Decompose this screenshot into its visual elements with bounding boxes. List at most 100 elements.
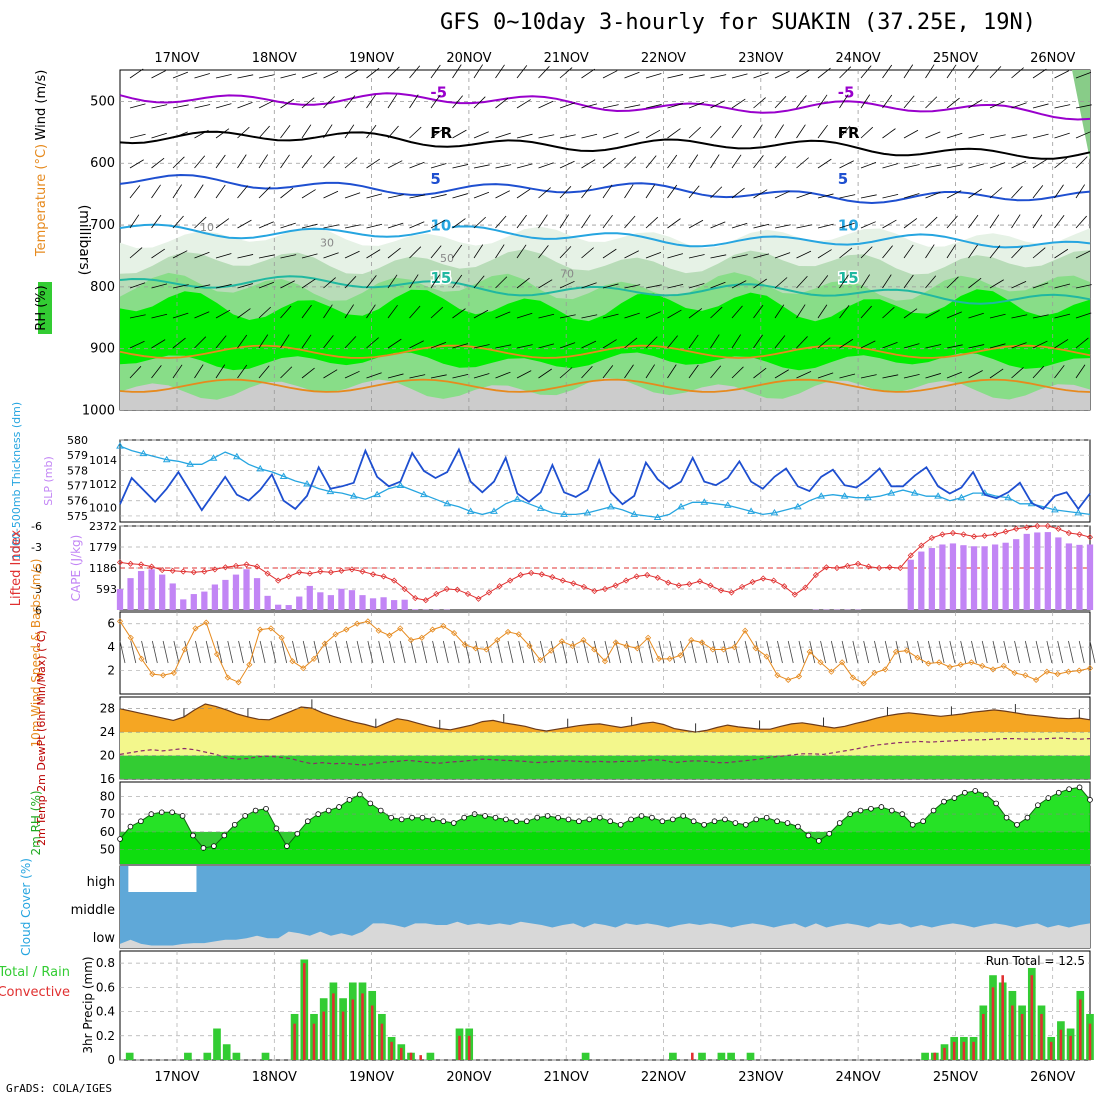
cloud-tick: high (87, 875, 115, 890)
temp-contour-label: FR (838, 124, 860, 142)
rh-marker (774, 818, 780, 825)
lifted-index-marker (253, 563, 261, 570)
wind-barb (516, 370, 532, 379)
wind-barb (172, 215, 184, 229)
wind-barb (688, 283, 705, 289)
wind-barb (1011, 342, 1027, 349)
surface-wind-barb (227, 640, 234, 664)
wind-barb (774, 277, 788, 289)
wind-tick: 2 (107, 664, 115, 678)
lifted-index-marker (928, 534, 935, 541)
thickness-marker (747, 507, 755, 514)
wind-speed-marker (483, 646, 490, 653)
lifted-index-marker (1044, 522, 1051, 530)
surface-wind-barb (270, 640, 277, 664)
wind-barb (258, 334, 269, 349)
wind-barb (194, 311, 210, 319)
wind-barb (559, 280, 575, 289)
wind-barb (323, 224, 340, 229)
wind-speed-marker (645, 634, 652, 641)
lifted-index-marker (686, 581, 693, 588)
day-label-bottom: 24NOV (836, 1070, 881, 1085)
wind-barb (323, 124, 333, 139)
wind-barb (301, 155, 313, 169)
wind-speed-marker (526, 642, 533, 650)
rh-marker (461, 814, 467, 821)
wind-barb (753, 367, 767, 379)
wind-barb (731, 73, 748, 79)
wind-speed-marker (1086, 665, 1094, 672)
wind-barb (366, 372, 382, 379)
wind-speed-marker (300, 665, 307, 672)
surface-wind-barb (884, 640, 891, 664)
wind-barb (688, 154, 699, 169)
wind-barb (409, 221, 425, 229)
thickness-marker (770, 508, 779, 516)
wind-barb (559, 134, 576, 139)
surface-wind-barb (561, 640, 568, 664)
wind-barb (301, 278, 316, 289)
surface-wind-barb (345, 640, 352, 664)
ua-ylabel-temp: Temperature (°C) (34, 144, 49, 257)
wind-barb (946, 371, 963, 379)
wind-barb (258, 306, 272, 319)
cape-bar (148, 569, 155, 610)
wind-barb (774, 252, 791, 259)
rh-marker (795, 823, 801, 830)
wind-barb (430, 245, 442, 259)
wind-barb (237, 101, 253, 109)
wind-barb (925, 216, 938, 229)
precip-convective-bar (962, 1041, 966, 1060)
wind-speed-marker (1011, 669, 1018, 676)
rh-marker (805, 832, 812, 839)
precip-convective-bar (370, 1005, 374, 1060)
wind-barb (323, 252, 339, 259)
rh-marker (138, 818, 144, 825)
wind-barb (796, 371, 812, 379)
rh-marker (941, 798, 947, 805)
wind-barb (989, 214, 1000, 229)
wind-barb (258, 154, 269, 169)
surface-wind-barb (949, 640, 956, 664)
wind-barb (796, 224, 813, 229)
wind-barb (602, 132, 619, 139)
wind-barb (538, 279, 553, 289)
wind-barb (602, 70, 618, 79)
wind-barb (495, 371, 511, 379)
wind-barb (387, 194, 404, 199)
wind-barb (989, 368, 1004, 379)
day-label-top: 20NOV (446, 51, 491, 66)
wind-barb (538, 187, 551, 199)
day-label-bottom: 18NOV (252, 1070, 297, 1085)
day-label-top: 26NOV (1030, 51, 1075, 66)
wind-barb (796, 336, 808, 349)
wind-barb (602, 339, 617, 349)
wind-barb (280, 187, 294, 199)
rh-marker (325, 807, 332, 814)
wind-barb (1075, 312, 1092, 319)
day-label-bottom: 19NOV (349, 1070, 394, 1085)
wind-barb (839, 160, 854, 169)
wind-barb (258, 254, 275, 259)
wind-barb (753, 155, 764, 169)
wind-barb (624, 364, 634, 379)
ua-ytick-label: 800 (90, 280, 115, 295)
lifted-index-marker (612, 582, 619, 589)
wind-barb (538, 368, 552, 379)
wind-speed-marker (677, 652, 684, 659)
cape-bar (359, 595, 366, 610)
precip-convective-bar (467, 1035, 471, 1060)
wind-barb (215, 309, 231, 319)
wind-barb (882, 94, 893, 109)
surface-wind-barb (787, 640, 794, 664)
thickness-marker (723, 501, 732, 508)
surface-wind-barb (927, 640, 934, 664)
cape-bar (201, 591, 208, 610)
wind-barb (1075, 71, 1092, 79)
wind-barb (151, 214, 162, 229)
wind-barb (1011, 367, 1024, 379)
wind-barb (301, 304, 312, 319)
wind-barb (925, 373, 941, 379)
wind-barb (903, 164, 920, 169)
lifted-index-marker (148, 563, 155, 570)
